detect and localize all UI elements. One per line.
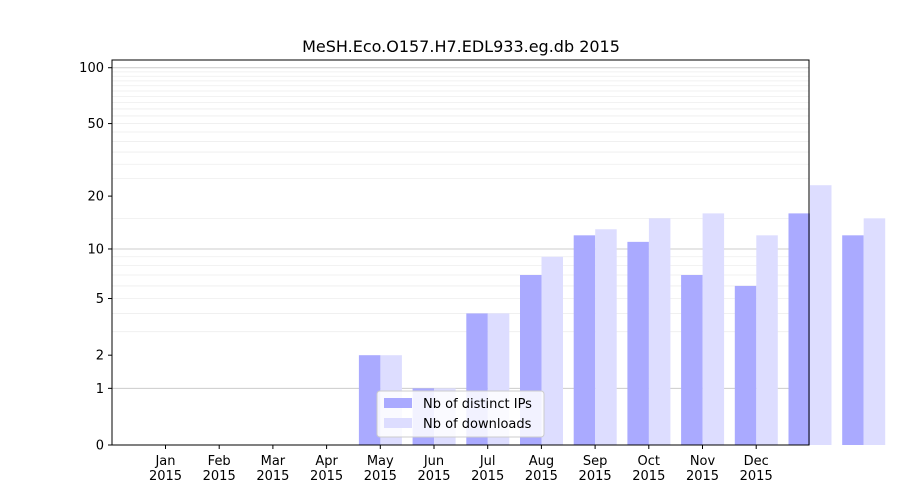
- y-tick-label: 0: [96, 439, 104, 454]
- y-axis: 0 1 2 5 10 20 50 100: [79, 61, 112, 454]
- y-tick-label: 2: [96, 349, 104, 364]
- x-tick-label: Jul 2015: [471, 454, 504, 484]
- x-tick-label: Sep 2015: [579, 454, 612, 484]
- bar-distinct-ips: [681, 275, 703, 445]
- bar-downloads: [810, 185, 832, 445]
- bar-downloads: [595, 229, 617, 445]
- x-tick-label: Apr 2015: [310, 454, 343, 484]
- x-tick-label: Jun 2015: [417, 454, 450, 484]
- bar-downloads: [702, 213, 725, 445]
- y-tick-label: 5: [96, 292, 104, 307]
- legend-label: Nb of distinct IPs: [423, 397, 532, 412]
- bar-downloads: [863, 218, 886, 445]
- legend-label: Nb of downloads: [423, 417, 532, 432]
- bar-distinct-ips: [734, 285, 757, 445]
- bar-downloads: [756, 235, 778, 445]
- bar-distinct-ips: [358, 355, 381, 445]
- y-tick-label: 10: [87, 242, 104, 257]
- bar-downloads: [541, 256, 563, 445]
- bar-distinct-ips: [842, 235, 864, 445]
- x-tick-label: May 2015: [364, 454, 397, 484]
- x-tick-label: Jan 2015: [149, 454, 182, 484]
- x-tick-label: Oct 2015: [632, 454, 665, 484]
- legend-swatch: [384, 398, 412, 408]
- chart-title: MeSH.Eco.O157.H7.EDL933.eg.db 2015: [302, 37, 620, 56]
- y-tick-label: 1: [96, 382, 104, 397]
- bar-distinct-ips: [788, 213, 810, 445]
- grid-lines: [112, 67, 809, 389]
- bar-distinct-ips: [627, 241, 649, 445]
- legend-box: [376, 390, 545, 438]
- y-tick-label: 20: [87, 190, 104, 205]
- legend: Nb of distinct IPs Nb of downloads: [376, 390, 545, 438]
- plot-frame: [111, 59, 810, 446]
- legend-swatch: [384, 418, 412, 428]
- y-tick-label: 100: [79, 61, 104, 76]
- bar-distinct-ips: [573, 235, 596, 445]
- x-axis: Jan 2015 Feb 2015 Mar 2015 Apr 2015 May 2015 Jun 20…: [149, 445, 773, 484]
- x-tick-label: Feb 2015: [203, 454, 236, 484]
- x-tick-label: Nov 2015: [686, 454, 719, 484]
- x-tick-label: Aug 2015: [525, 454, 558, 484]
- x-tick-label: Dec 2015: [740, 454, 773, 484]
- y-tick-label: 50: [87, 117, 104, 132]
- bar-downloads: [648, 218, 671, 445]
- x-tick-label: Mar 2015: [256, 454, 289, 484]
